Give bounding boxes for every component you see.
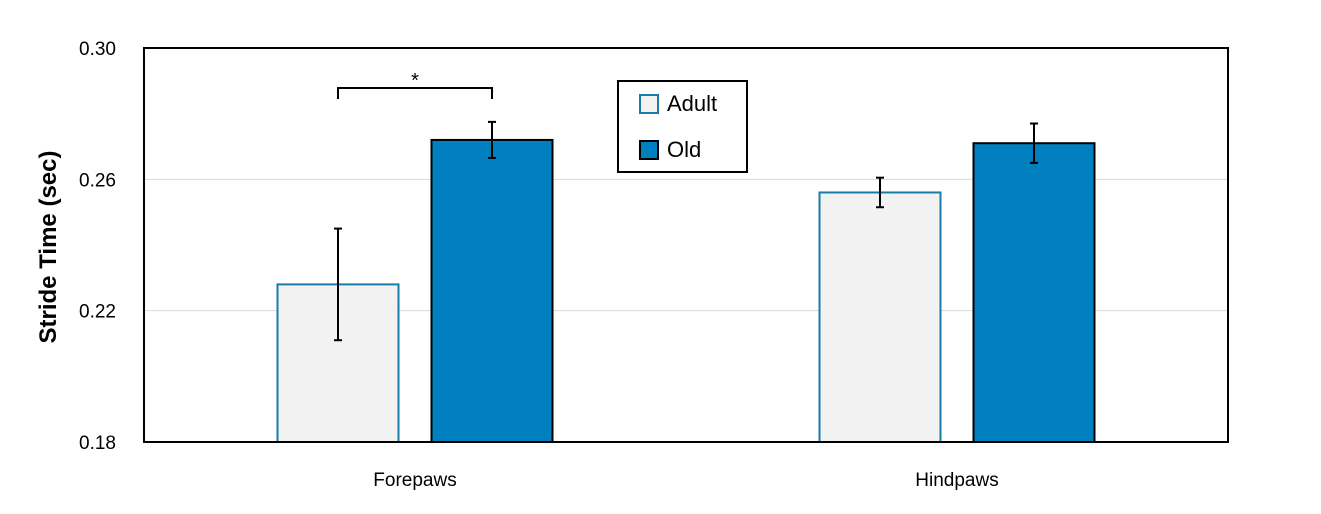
legend-swatch-old xyxy=(639,140,659,160)
plot-frame xyxy=(143,47,1229,443)
y-axis-title: Stride Time (sec) xyxy=(35,151,62,344)
significance-bracket xyxy=(337,87,493,99)
significance-star: * xyxy=(411,70,419,92)
bar-old-hindpaws xyxy=(972,142,1096,443)
legend-label-old: Old xyxy=(667,137,701,162)
significance-annotation: * xyxy=(337,70,493,99)
y-tick-label: 0.22 xyxy=(79,302,116,323)
legend-swatch-adult xyxy=(639,94,659,114)
legend: Adult Old xyxy=(617,80,748,173)
bars xyxy=(276,138,1096,444)
legend-label-adult: Adult xyxy=(667,91,717,116)
y-tick-label: 0.18 xyxy=(79,433,116,454)
error-bars xyxy=(334,120,1038,342)
y-tick-label: 0.30 xyxy=(79,39,116,60)
x-axis-categories: Forepaws Hindpaws xyxy=(373,470,998,491)
bar-adult-hindpaws xyxy=(818,191,942,443)
x-category-label: Hindpaws xyxy=(915,470,998,491)
bar-old-forepaws xyxy=(430,138,554,444)
y-axis-ticks: 0.18 0.22 0.26 0.30 xyxy=(79,39,116,454)
y-tick-label: 0.26 xyxy=(79,170,116,191)
x-category-label: Forepaws xyxy=(373,470,456,491)
